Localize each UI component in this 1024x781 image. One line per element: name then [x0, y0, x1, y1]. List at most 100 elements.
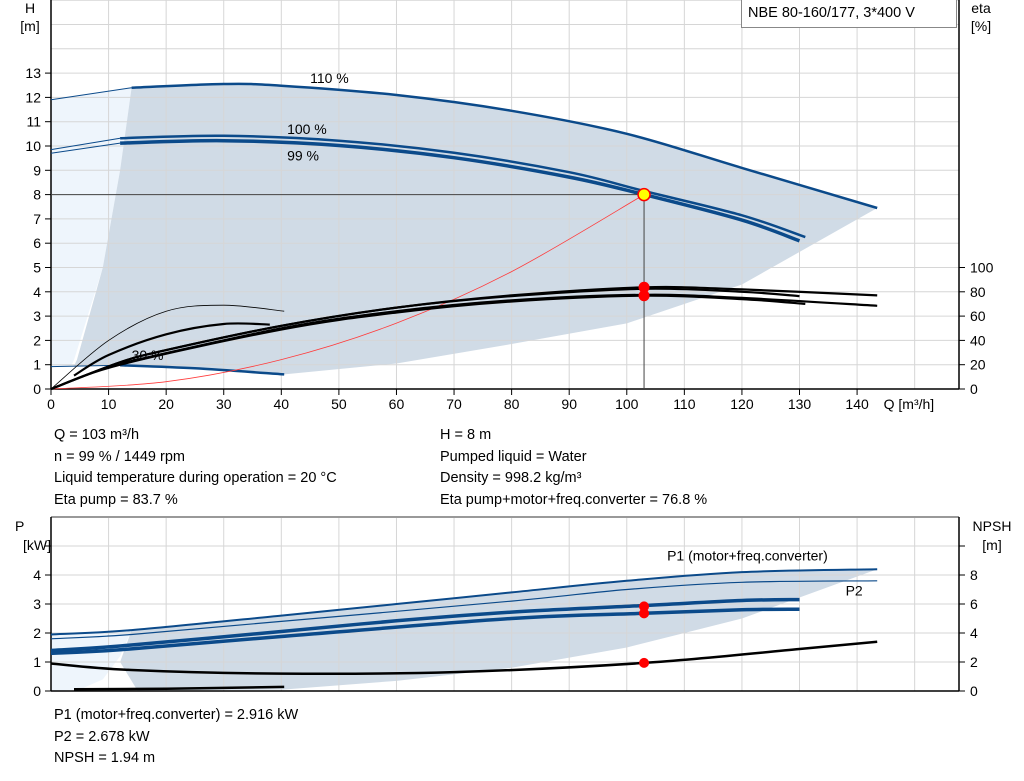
efficiency-curve — [119, 293, 878, 365]
npsh-tick-label: 2 — [970, 654, 978, 670]
x-tick-label: 10 — [101, 396, 117, 412]
npsh-tick-label: 8 — [970, 567, 978, 583]
npsh-tick-label: 4 — [970, 625, 978, 641]
efficiency-curve — [50, 304, 285, 390]
y-tick-label: 13 — [25, 65, 41, 81]
npsh-axis-label: NPSH — [973, 518, 1012, 534]
x-tick-label: 100 — [615, 396, 639, 412]
power-curve — [50, 580, 878, 640]
p2-value: P2 = 2.678 kW — [54, 728, 150, 745]
x-tick-label: 80 — [504, 396, 520, 412]
power-operating-area — [120, 569, 878, 691]
pump-title: NBE 80-160/177, 3*400 V — [748, 5, 915, 21]
y2-tick-label: 40 — [970, 332, 986, 348]
p1-marker — [639, 601, 650, 612]
y-tick-label: 4 — [33, 284, 41, 300]
head-value: H = 8 m — [440, 427, 492, 443]
head-curve-thin — [50, 87, 132, 101]
y-tick-label: 3 — [33, 308, 41, 324]
y-tick-label: 12 — [25, 89, 41, 105]
light-operating-area — [51, 87, 132, 367]
y-tick-label: 7 — [33, 211, 41, 227]
pumped-liquid: Pumped liquid = Water — [440, 448, 587, 465]
p-tick-label: 2 — [33, 625, 41, 641]
power-curve — [50, 607, 800, 656]
y2-tick-label: 60 — [970, 308, 986, 324]
speed-value: n = 99 % / 1449 rpm — [54, 448, 185, 465]
x-tick-label: 60 — [389, 396, 405, 412]
system-curve — [50, 194, 645, 390]
eta-total-marker — [638, 290, 650, 302]
y-tick-label: 8 — [33, 187, 41, 203]
head-curve-thin — [50, 142, 121, 154]
duty-point-marker — [637, 187, 651, 202]
x-tick-label: 0 — [47, 396, 55, 412]
power-series-label: P1 (motor+freq.converter) — [667, 548, 828, 564]
p-tick-label: 1 — [33, 654, 41, 670]
x-tick-label: 90 — [561, 396, 577, 412]
efficiency-curve — [50, 287, 800, 391]
y2-tick-label: 20 — [970, 357, 986, 373]
npsh-tick-label: 0 — [970, 683, 978, 699]
speed-curve-label: 99 % — [287, 148, 319, 164]
y2-axis-label: eta — [971, 0, 991, 16]
power-curve — [50, 568, 878, 636]
y-tick-label: 1 — [33, 357, 41, 373]
flow-value: Q = 103 m³/h — [54, 427, 140, 443]
x-tick-label: 20 — [158, 396, 174, 412]
head-curve-99 — [120, 138, 801, 243]
y-tick-label: 10 — [25, 138, 41, 154]
eta-pump-value: Eta pump = 83.7 % — [54, 492, 178, 509]
y-tick-label: 6 — [33, 235, 41, 251]
npsh-curve — [50, 640, 878, 676]
npsh-axis-label: [m] — [982, 537, 1001, 553]
efficiency-curve — [73, 322, 270, 377]
x-tick-label: 70 — [446, 396, 462, 412]
speed-curve-label: 100 % — [287, 121, 327, 137]
p2-marker — [639, 608, 650, 619]
head-curve-110 — [131, 82, 878, 210]
y2-tick-label: 0 — [970, 381, 978, 397]
light-power-area — [51, 630, 132, 691]
eta-total-value: Eta pump+motor+freq.converter = 76.8 % — [440, 492, 708, 509]
p-tick-label: 3 — [33, 596, 41, 612]
head-curve-thin — [50, 137, 121, 151]
npsh-marker — [639, 657, 650, 668]
y-tick-label: 0 — [33, 381, 41, 397]
info-bottom: P1 (motor+freq.converter) = 2.916 kW P2 … — [54, 705, 298, 770]
x-tick-label: 30 — [216, 396, 232, 412]
info-top-right: H = 8 m Pumped liquid = Water Density = … — [440, 425, 707, 512]
y-tick-label: 5 — [33, 260, 41, 276]
x-tick-label: 140 — [845, 396, 869, 412]
density-value: Density = 998.2 kg/m³ — [440, 470, 582, 487]
power-curve — [73, 685, 285, 691]
liquid-temperature: Liquid temperature during operation = 20… — [54, 470, 337, 487]
eta-pump-marker — [638, 281, 650, 293]
pump-title-box: NBE 80-160/177, 3*400 V — [741, 0, 957, 28]
head-curve-30 — [120, 363, 285, 376]
x-tick-label: 130 — [788, 396, 812, 412]
x-tick-label: 40 — [274, 396, 290, 412]
info-top-left: Q = 103 m³/h n = 99 % / 1449 rpm Liquid … — [54, 425, 337, 512]
head-curve-100 — [120, 134, 806, 239]
npsh-value: NPSH = 1.94 m — [54, 750, 156, 767]
power-series-label: P2 — [846, 582, 863, 598]
x-tick-label: 110 — [673, 396, 696, 412]
x-tick-label: 50 — [331, 396, 347, 412]
y-axis-label: [m] — [20, 18, 39, 34]
speed-curve-label: 110 % — [310, 70, 349, 86]
y-tick-label: 2 — [33, 332, 41, 348]
y-tick-label: 9 — [33, 162, 41, 178]
p-tick-label: 0 — [33, 683, 41, 699]
x-tick-label: 120 — [730, 396, 754, 412]
p-axis-label: [kW] — [23, 537, 51, 553]
y-axis-label: H — [25, 0, 35, 16]
y2-axis-label: [%] — [971, 18, 991, 34]
operating-area — [74, 83, 878, 375]
p-tick-label: 4 — [33, 567, 41, 583]
npsh-tick-label: 6 — [970, 596, 978, 612]
y-tick-label: 11 — [26, 114, 41, 130]
power-curve — [50, 597, 800, 653]
